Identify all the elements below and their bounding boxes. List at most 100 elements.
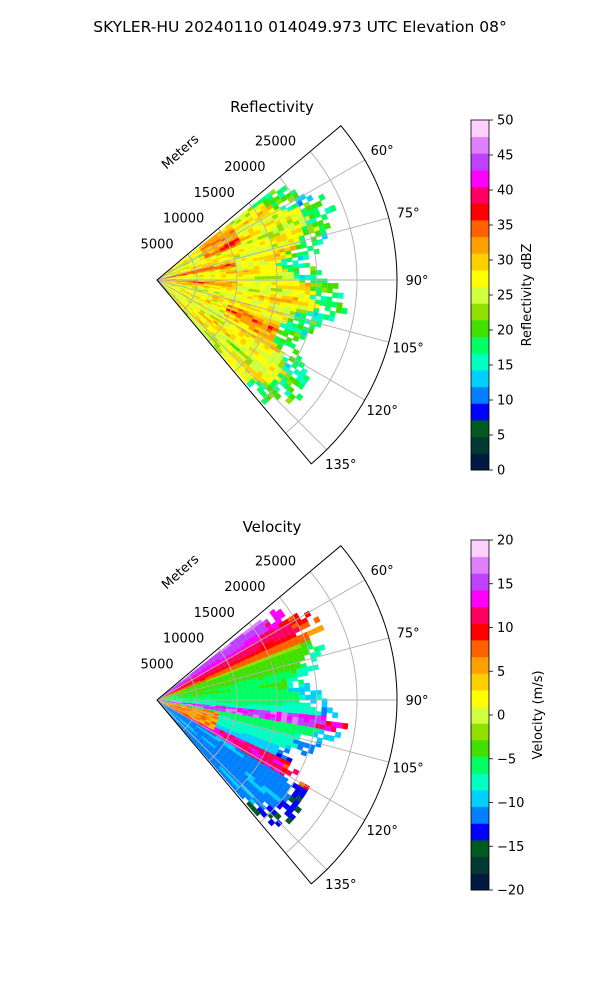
velocity-colorbar-label: Velocity (m/s): [531, 670, 546, 759]
radar-gate: [282, 271, 289, 277]
radar-gate: [201, 307, 208, 312]
radar-gate: [260, 325, 268, 332]
radar-gate: [200, 246, 206, 252]
radar-gate: [169, 273, 176, 277]
radar-gate: [265, 779, 273, 787]
radar-gate: [188, 305, 194, 311]
radar-gate: [164, 700, 171, 702]
radar-gate: [213, 711, 220, 715]
colorbar-swatch: [471, 723, 489, 741]
radar-gate: [194, 316, 200, 322]
radar-gate: [171, 291, 177, 297]
radar-gate: [282, 618, 290, 626]
radar-gate: [257, 655, 264, 661]
radar-gate: [231, 331, 238, 338]
radar-gate: [329, 204, 337, 213]
radar-gate: [267, 356, 276, 364]
colorbar-swatch: [471, 656, 489, 674]
radar-gate: [198, 301, 205, 306]
radar-gate: [249, 763, 257, 771]
colorbar-swatch: [471, 170, 489, 188]
radar-gate: [267, 795, 275, 803]
radar-gate: [220, 248, 227, 254]
radar-gate: [220, 281, 227, 284]
radar-gate: [248, 649, 256, 656]
radar-gate: [228, 316, 235, 321]
radar-gate: [257, 235, 264, 241]
radar-gate: [275, 188, 284, 196]
radar-gate: [174, 706, 181, 710]
radar-gate: [241, 314, 248, 320]
radar-gate: [254, 775, 262, 783]
radar-gate: [264, 201, 272, 209]
radar-gate: [255, 619, 263, 626]
radar-gate: [266, 624, 274, 632]
radar-gate: [269, 753, 276, 760]
colorbar-swatch: [471, 790, 489, 808]
radar-gate: [209, 671, 216, 677]
radar-gate: [294, 805, 303, 814]
radar-gate: [191, 731, 197, 737]
radar-gate: [214, 290, 221, 294]
azimuth-tick-label: 60°: [371, 144, 394, 159]
radar-gate: [256, 344, 263, 351]
radar-gate: [254, 276, 261, 280]
radar-gate: [220, 695, 227, 699]
radar-gate: [265, 276, 272, 280]
radar-gate: [222, 333, 229, 340]
radar-gate: [255, 207, 263, 215]
radar-gate: [280, 185, 288, 193]
azimuth-spoke: [156, 279, 328, 451]
radar-gate: [235, 764, 243, 771]
radar-gate: [232, 277, 238, 280]
radar-gate: [180, 288, 186, 291]
radar-gate: [223, 760, 231, 767]
radar-gate: [276, 705, 283, 710]
radar-gate: [209, 734, 216, 740]
radar-gate: [337, 292, 344, 299]
radar-gate: [191, 301, 198, 306]
radar-gate: [194, 296, 201, 301]
radar-gate: [197, 672, 203, 677]
radar-gate: [168, 268, 174, 273]
radar-gate: [222, 722, 229, 727]
radar-gate: [187, 257, 193, 262]
azimuth-spoke: [156, 699, 366, 821]
radar-gate: [227, 328, 234, 334]
radar-gate: [251, 341, 259, 348]
radar-gate: [206, 318, 213, 324]
radar-gate: [198, 285, 204, 288]
radar-gate: [225, 330, 232, 336]
radar-gate: [200, 680, 207, 685]
radar-gate: [189, 670, 196, 676]
radar-gate: [268, 801, 277, 810]
radar-gate: [204, 276, 210, 279]
radar-gate: [233, 657, 240, 663]
radar-gate: [182, 260, 188, 265]
radar-gate: [159, 278, 165, 280]
azimuth-spoke: [156, 279, 366, 401]
radar-gate: [261, 356, 269, 363]
radar-gate: [195, 293, 202, 297]
radar-gate: [224, 751, 231, 758]
radar-gate: [197, 252, 203, 257]
radar-gate: [261, 650, 268, 656]
radar-gate: [241, 241, 248, 247]
radar-gate: [203, 661, 210, 667]
radar-gate: [182, 724, 188, 730]
radar-gate: [197, 732, 203, 738]
radar-gate: [240, 337, 248, 344]
radar-gate: [299, 282, 305, 288]
radar-gate: [253, 227, 261, 233]
radar-gate: [194, 668, 201, 674]
radar-gate: [233, 362, 241, 369]
radar-gate: [298, 713, 305, 719]
radar-gate: [273, 392, 282, 401]
radar-gate: [186, 272, 193, 275]
radar-gate: [184, 711, 191, 715]
radar-gate: [230, 333, 237, 340]
radar-gate: [237, 232, 244, 238]
radar-gate: [208, 315, 215, 321]
radar-gate: [309, 710, 316, 717]
radar-gate: [215, 671, 222, 676]
